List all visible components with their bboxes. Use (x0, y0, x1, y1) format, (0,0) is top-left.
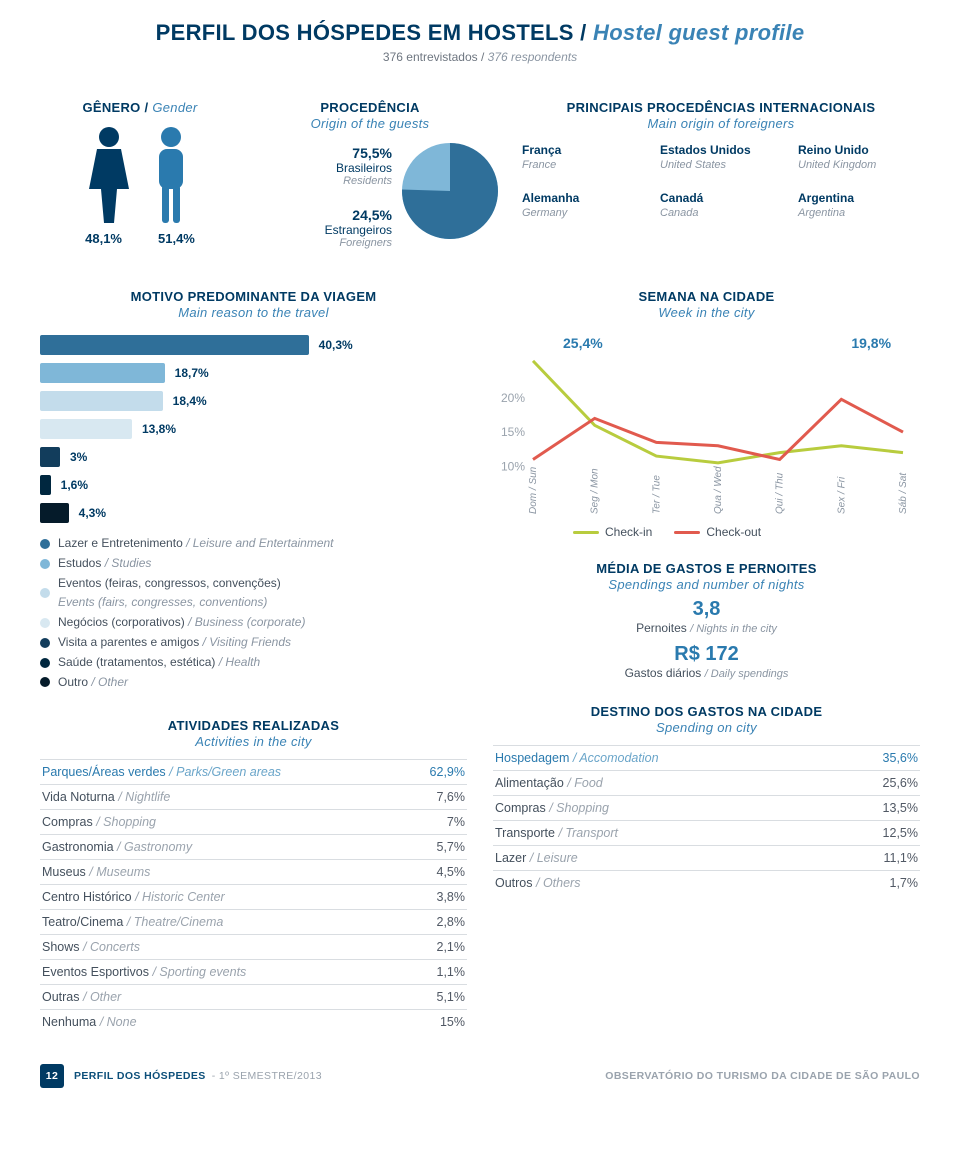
table-row: Centro Histórico / Historic Center3,8% (40, 884, 467, 909)
table-row: Alimentação / Food25,6% (493, 770, 920, 795)
legend-item: Negócios (corporativos) / Business (corp… (40, 613, 467, 633)
reason-bars: 40,3% 18,7% 18,4% 13,8% 3% 1,6% 4,3% (40, 334, 467, 524)
svg-text:19,8%: 19,8% (851, 335, 891, 351)
origin-section: PROCEDÊNCIAOrigin of the guests 75,5% Br… (240, 100, 500, 249)
page-number: 12 (40, 1064, 64, 1088)
activities-table: Parques/Áreas verdes / Parks/Green areas… (40, 759, 467, 1034)
legend-item: Visita a parentes e amigos / Visiting Fr… (40, 633, 467, 653)
table-row: Shows / Concerts2,1% (40, 934, 467, 959)
chart-key-item: Check-out (674, 525, 761, 539)
table-row: Parques/Áreas verdes / Parks/Green areas… (40, 759, 467, 784)
footer-right: OBSERVATÓRIO DO TURISMO DA CIDADE DE SÃO… (605, 1070, 920, 1082)
intl-item: Estados UnidosUnited States (660, 141, 782, 171)
reason-bar: 4,3% (40, 502, 467, 524)
female-icon (87, 125, 131, 225)
intl-item: Reino UnidoUnited Kingdom (798, 141, 920, 171)
top-block: GÊNERO / Gender 48,1% 51,4% PROCEDÊNCIAO… (40, 100, 920, 249)
reason-bar: 18,4% (40, 390, 467, 412)
origin-pie (400, 141, 500, 249)
intl-item: FrançaFrance (522, 141, 644, 171)
page-title: PERFIL DOS HÓSPEDES EM HOSTELS / Hostel … (40, 20, 920, 46)
reason-title: MOTIVO PREDOMINANTE DA VIAGEMMain reason… (40, 289, 467, 320)
spend-title: MÉDIA DE GASTOS E PERNOITESSpendings and… (493, 561, 920, 592)
table-row: Eventos Esportivos / Sporting events1,1% (40, 959, 467, 984)
svg-text:Qua / Wed: Qua / Wed (713, 466, 724, 514)
female-pct: 48,1% (85, 231, 122, 246)
table-row: Nenhuma / None15% (40, 1009, 467, 1034)
dest-table: Hospedagem / Accomodation35,6%Alimentaçã… (493, 745, 920, 895)
legend-item: Saúde (tratamentos, estética) / Health (40, 653, 467, 673)
male-icon (149, 125, 193, 225)
table-row: Compras / Shopping7% (40, 809, 467, 834)
table-row: Hospedagem / Accomodation35,6% (493, 745, 920, 770)
svg-text:20%: 20% (501, 391, 525, 405)
legend-item: Lazer e Entretenimento / Leisure and Ent… (40, 534, 467, 554)
table-row: Museus / Museums4,5% (40, 859, 467, 884)
svg-text:10%: 10% (501, 459, 525, 473)
table-row: Gastronomia / Gastronomy5,7% (40, 834, 467, 859)
table-row: Outras / Other5,1% (40, 984, 467, 1009)
male-pct: 51,4% (158, 231, 195, 246)
table-row: Teatro/Cinema / Theatre/Cinema2,8% (40, 909, 467, 934)
reason-bar: 13,8% (40, 418, 467, 440)
svg-text:15%: 15% (501, 425, 525, 439)
table-row: Compras / Shopping13,5% (493, 795, 920, 820)
legend-item: Outro / Other (40, 673, 467, 693)
intl-item: CanadáCanada (660, 189, 782, 219)
svg-text:Dom / Sun: Dom / Sun (528, 466, 539, 514)
activities-title: ATIVIDADES REALIZADASActivities in the c… (40, 718, 467, 749)
svg-text:Sex / Fri: Sex / Fri (836, 476, 847, 514)
svg-text:Ter / Tue: Ter / Tue (651, 475, 662, 514)
dest-title: DESTINO DOS GASTOS NA CIDADESpending on … (493, 704, 920, 735)
week-title: SEMANA NA CIDADEWeek in the city (493, 289, 920, 320)
page-subtitle: 376 entrevistados / 376 respondents (40, 50, 920, 64)
table-row: Outros / Others1,7% (493, 870, 920, 895)
reason-bar: 3% (40, 446, 467, 468)
middle-block: MOTIVO PREDOMINANTE DA VIAGEMMain reason… (40, 289, 920, 1034)
reason-bar: 18,7% (40, 362, 467, 384)
legend-item: Eventos (feiras, congressos, convenções)… (40, 574, 467, 614)
footer: 12 PERFIL DOS HÓSPEDES - 1º SEMESTRE/201… (40, 1064, 920, 1088)
week-legend: Check-in Check-out (573, 525, 920, 539)
reason-bar: 40,3% (40, 334, 467, 356)
chart-key-item: Check-in (573, 525, 652, 539)
svg-text:Qui / Thu: Qui / Thu (775, 472, 786, 514)
daily-value: R$ 172 (493, 643, 920, 666)
nights-value: 3,8 (493, 598, 920, 621)
svg-text:Sáb / Sat: Sáb / Sat (898, 472, 909, 514)
table-row: Vida Noturna / Nightlife7,6% (40, 784, 467, 809)
gender-section: GÊNERO / Gender 48,1% 51,4% (40, 100, 240, 249)
week-chart: 20% 15% 10% 25,4% 19,8% Dom / Sun Seg / Mon Ter… (493, 328, 920, 523)
intl-item: ArgentinaArgentina (798, 189, 920, 219)
international-section: PRINCIPAIS PROCEDÊNCIAS INTERNACIONAISMa… (500, 100, 920, 249)
legend-item: Estudos / Studies (40, 554, 467, 574)
intl-item: AlemanhaGermany (522, 189, 644, 219)
table-row: Transporte / Transport12,5% (493, 820, 920, 845)
svg-text:25,4%: 25,4% (563, 335, 603, 351)
svg-text:Seg / Mon: Seg / Mon (590, 468, 601, 514)
reason-legend: Lazer e Entretenimento / Leisure and Ent… (40, 534, 467, 692)
reason-bar: 1,6% (40, 474, 467, 496)
table-row: Lazer / Leisure11,1% (493, 845, 920, 870)
